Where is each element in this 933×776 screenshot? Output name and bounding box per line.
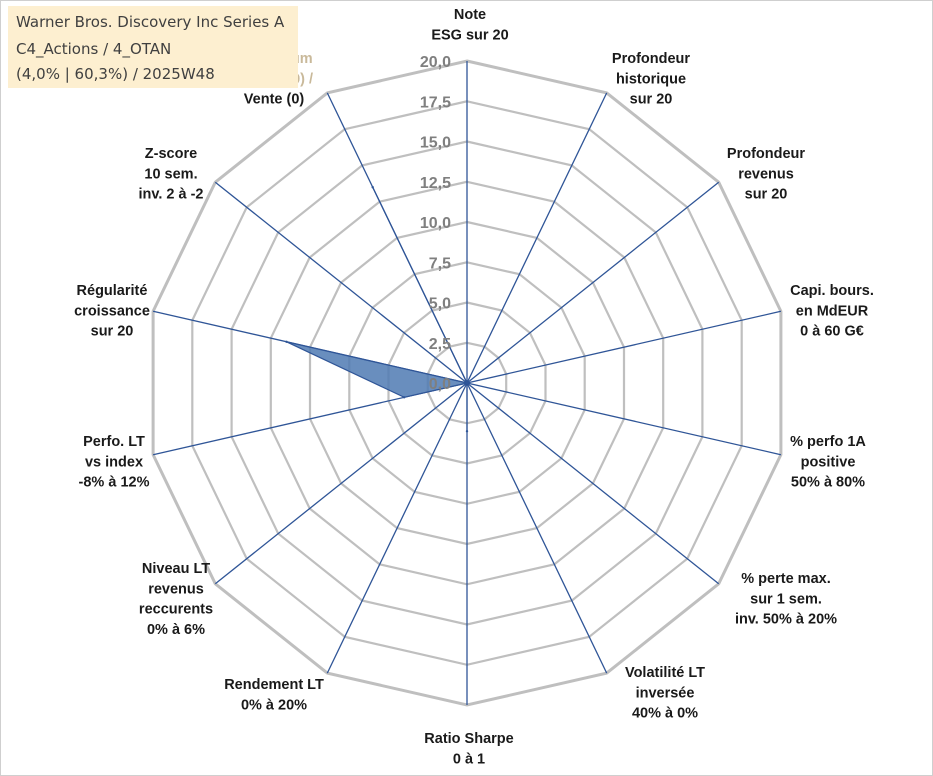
axis-label: en MdEUR	[796, 303, 869, 319]
axis-label: sur 20	[91, 324, 134, 340]
axis-label: sur 20	[745, 187, 788, 203]
tick-label: 5,0	[429, 296, 451, 313]
axis-label: Profondeur	[727, 146, 805, 162]
axis-spoke	[214, 181, 468, 384]
axis-label: 40% à 0%	[632, 706, 698, 722]
tick-label: 0,0	[429, 376, 451, 393]
axis-label: Perfo. LT	[83, 434, 145, 450]
data-point	[371, 186, 374, 189]
axis-label: 10 sem.	[144, 166, 197, 182]
axis-label: croissance	[74, 303, 150, 319]
axis-spoke	[326, 382, 468, 674]
axis-label: Ratio Sharpe	[424, 731, 513, 747]
info-box: Warner Bros. Discovery Inc Series A C4_A…	[8, 6, 298, 88]
info-title: Warner Bros. Discovery Inc Series A	[16, 13, 285, 31]
axis-spoke	[466, 310, 782, 384]
axis-label: Rendement LT	[224, 677, 324, 693]
data-point	[403, 396, 406, 399]
axis-label: inv. 2 à -2	[138, 187, 203, 203]
tick-label: 7,5	[429, 255, 451, 272]
axis-label: 0 à 60 G€	[800, 324, 864, 340]
axis-spoke	[466, 382, 608, 674]
axis-label: 0 à 1	[453, 751, 485, 767]
tick-label: 15,0	[420, 135, 451, 152]
axis-label: Capi. bours.	[790, 283, 874, 299]
tick-label: 17,5	[420, 94, 451, 111]
axis-label: reccurents	[139, 602, 213, 618]
axis-label: inversée	[636, 685, 695, 701]
axis-label: Niveau LT	[142, 561, 210, 577]
axis-label: sur 20	[630, 92, 673, 108]
axis-label: ESG sur 20	[431, 27, 508, 43]
axis-label: revenus	[148, 581, 204, 597]
data-point	[465, 430, 469, 433]
axis-label: historique	[616, 71, 686, 87]
tick-label: 2,5	[429, 336, 451, 353]
axis-spoke	[466, 382, 720, 585]
axis-label: Profondeur	[612, 51, 690, 67]
axis-label: 50% à 80%	[791, 475, 865, 491]
axis-label: -8% à 12%	[79, 475, 150, 491]
axis-label: inv. 50% à 20%	[735, 612, 837, 628]
axis-label: Z-score	[145, 146, 197, 162]
axis-label: 0% à 6%	[147, 622, 205, 638]
tick-label: 10,0	[420, 215, 451, 232]
data-point	[465, 381, 469, 385]
info-category: C4_Actions / 4_OTAN	[16, 40, 172, 58]
axis-label: % perte max.	[741, 571, 830, 587]
axis-label: 0% à 20%	[241, 697, 307, 713]
axis-label: Note	[454, 7, 486, 23]
axis-label: Régularité	[77, 283, 148, 299]
axis-label: positive	[801, 454, 856, 470]
data-point	[285, 340, 288, 343]
axis-label: vs index	[85, 454, 143, 470]
axis-spoke	[214, 382, 468, 585]
axis-label: % perfo 1A	[790, 434, 866, 450]
data-series-area	[286, 186, 469, 432]
axis-spoke	[466, 92, 608, 384]
tick-label: 12,5	[420, 175, 451, 192]
axis-label: Volatilité LT	[625, 665, 705, 681]
axis-label: sur 1 sem.	[750, 591, 822, 607]
axis-spoke	[466, 382, 782, 456]
axis-spoke	[466, 181, 720, 384]
axis-label: Vente (0)	[244, 92, 305, 108]
axis-label: revenus	[738, 166, 794, 182]
info-stats: (4,0% | 60,3%) / 2025W48	[16, 65, 215, 83]
tick-label: 20,0	[420, 54, 451, 71]
